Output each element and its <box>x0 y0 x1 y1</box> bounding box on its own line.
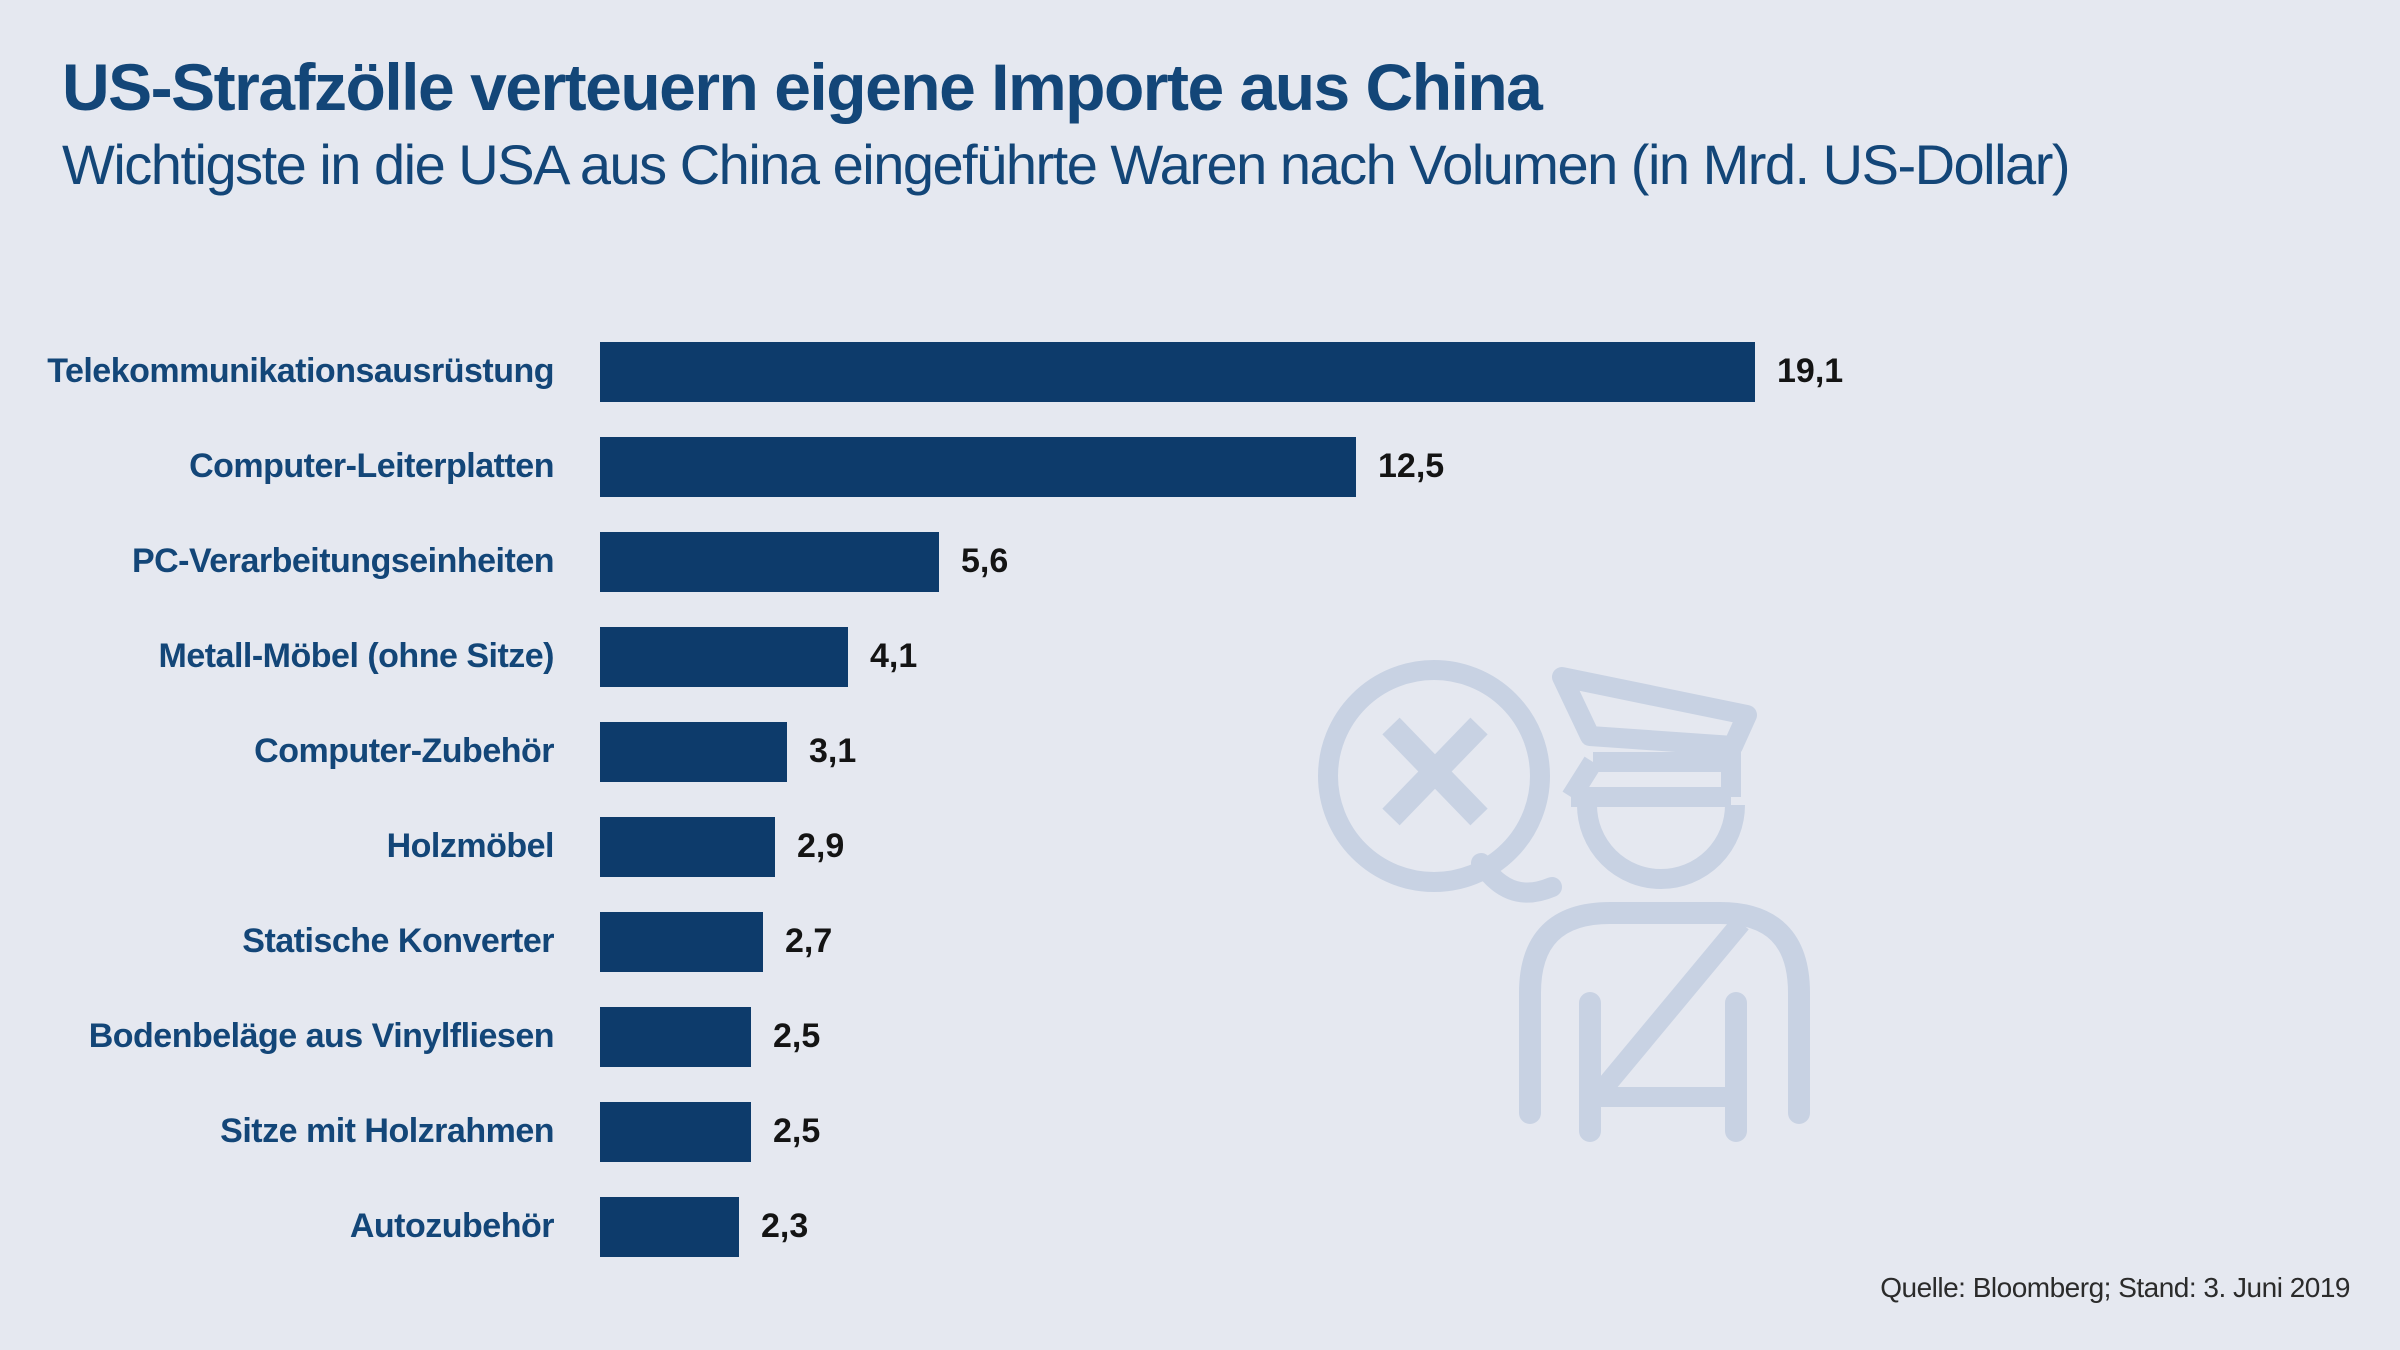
category-label: Metall-Möbel (ohne Sitze) <box>158 637 555 675</box>
bar <box>600 341 1755 402</box>
category-label: Bodenbeläge aus Vinylfliesen <box>88 1017 555 1055</box>
officer-head <box>1577 804 1745 889</box>
speech-bubble-tail <box>1471 853 1562 903</box>
officer-cap-visor <box>1562 746 1741 807</box>
value-label: 2,5 <box>773 1112 821 1150</box>
value-label: 2,7 <box>785 922 833 960</box>
bar-area: 4,1 <box>600 626 918 687</box>
category-label: Holzmöbel <box>386 827 555 865</box>
bar-area: 2,9 <box>600 816 845 877</box>
bar-area: 2,5 <box>600 1101 821 1162</box>
bar-row: Computer-Leiterplatten 12,5 <box>0 419 2400 514</box>
value-label: 4,1 <box>870 637 918 675</box>
value-label: 2,9 <box>797 827 845 865</box>
bar-row: Holzmöbel 2,9 <box>0 799 2400 894</box>
bar-area: 2,3 <box>600 1196 809 1257</box>
bar <box>600 1196 739 1257</box>
officer-sash <box>1590 916 1749 1107</box>
customs-officer-watermark-icon <box>1318 660 1810 1142</box>
header: US-Strafzölle verteuern eigene Importe a… <box>62 46 2352 202</box>
bar-row: Metall-Möbel (ohne Sitze) 4,1 <box>0 609 2400 704</box>
x-icon <box>1382 717 1488 826</box>
bar <box>600 1006 751 1067</box>
value-label: 2,5 <box>773 1017 821 1055</box>
bar-area: 19,1 <box>600 341 1844 402</box>
bar-area: 3,1 <box>600 721 857 782</box>
value-label: 5,6 <box>961 542 1009 580</box>
value-label: 3,1 <box>809 732 857 770</box>
bar <box>600 436 1356 497</box>
officer-lapels <box>1579 992 1747 1142</box>
officer-shoulders <box>1519 902 1810 1124</box>
bar-row: Sitze mit Holzrahmen 2,5 <box>0 1084 2400 1179</box>
officer-icon <box>1519 667 1810 1142</box>
chart-subtitle: Wichtigste in die USA aus China eingefüh… <box>62 133 2071 196</box>
bar-row: Autozubehör 2,3 <box>0 1179 2400 1274</box>
category-label: Sitze mit Holzrahmen <box>220 1112 554 1150</box>
category-label: Statische Konverter <box>242 922 554 960</box>
category-label: Telekommunikationsausrüstung <box>47 352 554 390</box>
bar-row: Telekommunikationsausrüstung 19,1 <box>0 324 2400 419</box>
value-label: 2,3 <box>761 1207 809 1245</box>
bar-area: 5,6 <box>600 531 1009 592</box>
bar-area: 2,5 <box>600 1006 821 1067</box>
bar-row: Computer-Zubehör 3,1 <box>0 704 2400 799</box>
category-label: Computer-Zubehör <box>254 732 554 770</box>
bar <box>600 721 787 782</box>
category-label: Computer-Leiterplatten <box>189 447 554 485</box>
category-label: PC-Verarbeitungseinheiten <box>131 542 555 580</box>
category-label: Autozubehör <box>349 1207 555 1245</box>
bar-row: Statische Konverter 2,7 <box>0 894 2400 989</box>
bar-chart: Telekommunikationsausrüstung 19,1 Comput… <box>0 324 2400 1274</box>
bar <box>600 911 763 972</box>
value-label: 12,5 <box>1378 447 1445 485</box>
bar-area: 2,7 <box>600 911 833 972</box>
bar-area: 12,5 <box>600 436 1445 497</box>
speech-bubble-x-icon <box>1318 660 1562 903</box>
value-label: 19,1 <box>1777 352 1844 390</box>
bar <box>600 1101 751 1162</box>
bar <box>600 531 939 592</box>
bar-row: PC-Verarbeitungseinheiten 5,6 <box>0 514 2400 609</box>
source-note: Quelle: Bloomberg; Stand: 3. Juni 2019 <box>1880 1272 2350 1303</box>
bar-row: Bodenbeläge aus Vinylfliesen 2,5 <box>0 989 2400 1084</box>
bar <box>600 816 775 877</box>
speech-bubble-circle <box>1318 660 1550 892</box>
chart-title: US-Strafzölle verteuern eigene Importe a… <box>62 50 1543 124</box>
bar <box>600 626 848 687</box>
